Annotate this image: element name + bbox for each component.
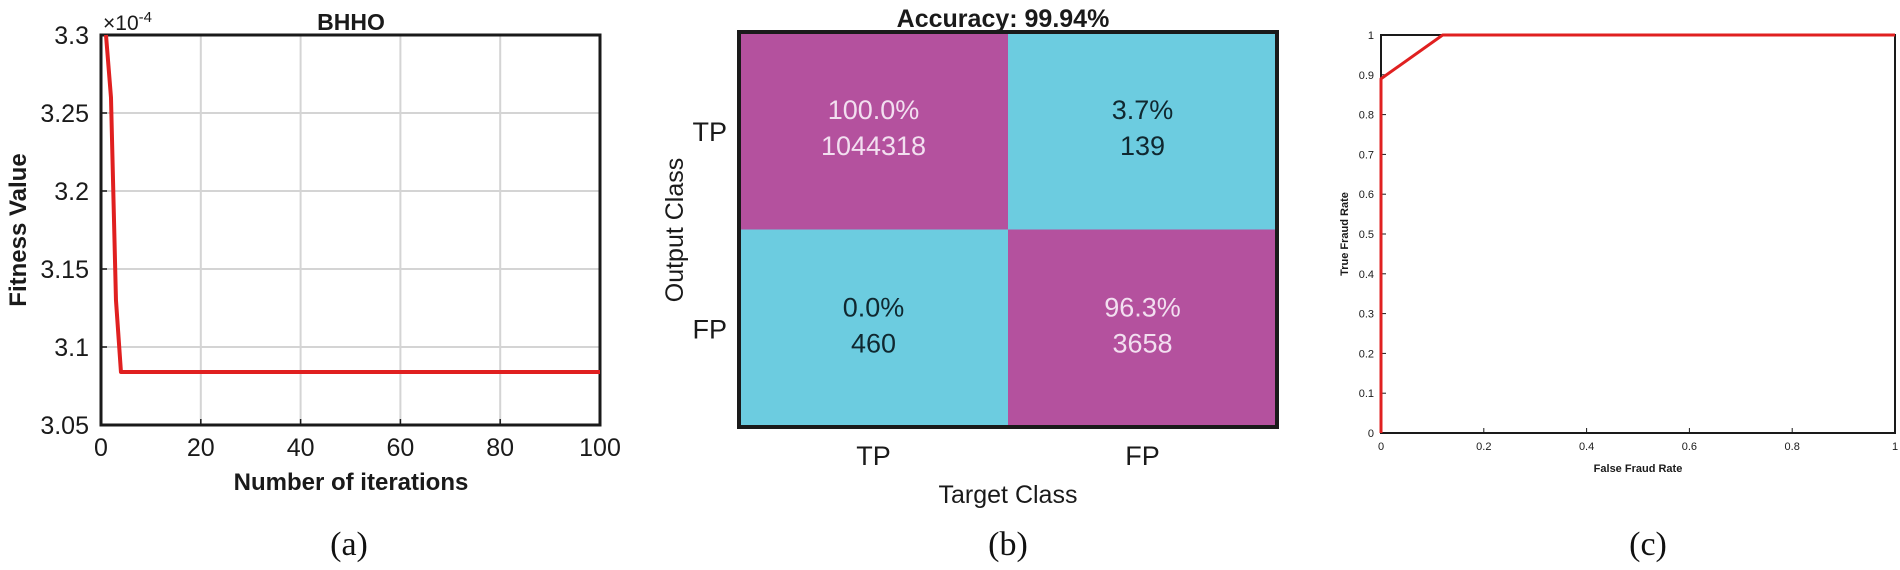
confusion-matrix: Accuracy: 99.94% 100.0% 1044318 3.7% 139 0.0…: [661, 5, 1279, 563]
series-layer: [103, 34, 600, 374]
exponent-label: ×10-4: [103, 9, 152, 35]
y-axis-label: Fitness Value: [5, 153, 32, 306]
panel-caption: (b): [988, 526, 1028, 563]
y-category-label: TP: [692, 117, 727, 147]
tick-marks: [1380, 34, 1896, 434]
x-tick-label: 80: [486, 434, 514, 462]
matrix-frame: [737, 30, 1279, 429]
roc-curve: [1379, 33, 1895, 433]
x-category-label: FP: [1125, 441, 1160, 471]
series-line: [103, 34, 600, 374]
y-tick-label: 3.2: [54, 178, 89, 206]
x-category-labels: TP FP: [856, 441, 1160, 471]
matrix-cell: [739, 32, 1008, 230]
x-axis-label: False Fraud Rate: [1594, 463, 1683, 475]
cell-percent: 3.7%: [1112, 95, 1174, 125]
y-tick-label: 0: [1368, 428, 1374, 440]
y-tick-label: 1: [1368, 30, 1374, 42]
x-tick-label: 0: [1378, 441, 1384, 453]
x-tick-label: 0.2: [1476, 441, 1491, 453]
y-tick-label: 0.3: [1359, 309, 1374, 321]
y-tick-label: 0.8: [1359, 110, 1374, 122]
y-tick-label: 0.1: [1359, 388, 1374, 400]
cell-percent: 100.0%: [828, 95, 920, 125]
panel-caption: (a): [330, 526, 368, 563]
matrix-cell: [1008, 32, 1277, 230]
x-axis-label: Target Class: [939, 481, 1078, 509]
y-tick-label: 3.3: [54, 22, 89, 50]
y-tick-labels: 3.05 3.1 3.15 3.2 3.25 3.3: [40, 22, 89, 440]
x-tick-label: 20: [187, 434, 215, 462]
roc-chart: 0 0.2 0.4 0.6 0.8 1 0 0.1 0.2 0.3 0.4 0.5 0.6 0.7 0.8…: [1339, 30, 1898, 563]
exponent-base: ×10: [103, 12, 139, 35]
y-axis-label: Output Class: [661, 158, 689, 303]
y-tick-label: 3.05: [40, 412, 89, 440]
y-tick-label: 0.6: [1359, 189, 1374, 201]
x-axis-label: Number of iterations: [234, 469, 469, 496]
x-tick-label: 0: [94, 434, 108, 462]
y-axis-label: True Fraud Rate: [1339, 192, 1351, 276]
cell-percent: 0.0%: [843, 292, 905, 322]
x-category-label: TP: [856, 441, 891, 471]
matrix-cell: [739, 229, 1008, 427]
y-tick-label: 0.4: [1359, 269, 1374, 281]
y-tick-label: 3.15: [40, 256, 89, 284]
y-tick-label: 0.7: [1359, 149, 1374, 161]
y-tick-label: 0.2: [1359, 348, 1374, 360]
grid-lines: [100, 34, 601, 426]
y-tick-label: 3.1: [54, 334, 89, 362]
x-tick-label: 0.4: [1579, 441, 1594, 453]
panel-caption: (c): [1629, 526, 1667, 563]
chart-title: BHHO: [317, 9, 385, 35]
y-tick-label: 0.9: [1359, 70, 1374, 82]
cell-count: 139: [1120, 131, 1165, 161]
x-tick-label: 0.6: [1682, 441, 1697, 453]
series-layer: [1379, 33, 1895, 433]
cell-count: 1044318: [821, 131, 926, 161]
cell-percent: 96.3%: [1104, 292, 1181, 322]
x-tick-label: 1: [1892, 441, 1898, 453]
x-tick-label: 100: [579, 434, 621, 462]
cell-count: 460: [851, 328, 896, 358]
matrix-cells: 100.0% 1044318 3.7% 139 0.0% 460 96.3% 3658: [739, 32, 1277, 427]
matrix-cell: [1008, 229, 1277, 427]
x-tick-label: 0.8: [1785, 441, 1800, 453]
y-tick-labels: 0 0.1 0.2 0.3 0.4 0.5 0.6 0.7 0.8 0.9 1: [1359, 30, 1374, 440]
plot-frame: [99, 33, 602, 427]
plot-frame: [1380, 34, 1896, 434]
x-tick-label: 40: [287, 434, 315, 462]
x-tick-labels: 0 20 40 60 80 100: [94, 434, 621, 462]
y-tick-label: 0.5: [1359, 229, 1374, 241]
convergence-chart: 0 20 40 60 80 100 3.05 3.1 3.15 3.2 3.25 3.3 ×10-4…: [5, 9, 621, 563]
x-tick-label: 60: [386, 434, 414, 462]
cell-count: 3658: [1112, 328, 1172, 358]
x-tick-labels: 0 0.2 0.4 0.6 0.8 1: [1378, 441, 1898, 453]
y-category-labels: TP FP: [692, 117, 727, 345]
exponent-power: -4: [139, 9, 152, 26]
y-category-label: FP: [692, 314, 727, 344]
y-tick-label: 3.25: [40, 100, 89, 128]
chart-title: Accuracy: 99.94%: [897, 5, 1110, 33]
